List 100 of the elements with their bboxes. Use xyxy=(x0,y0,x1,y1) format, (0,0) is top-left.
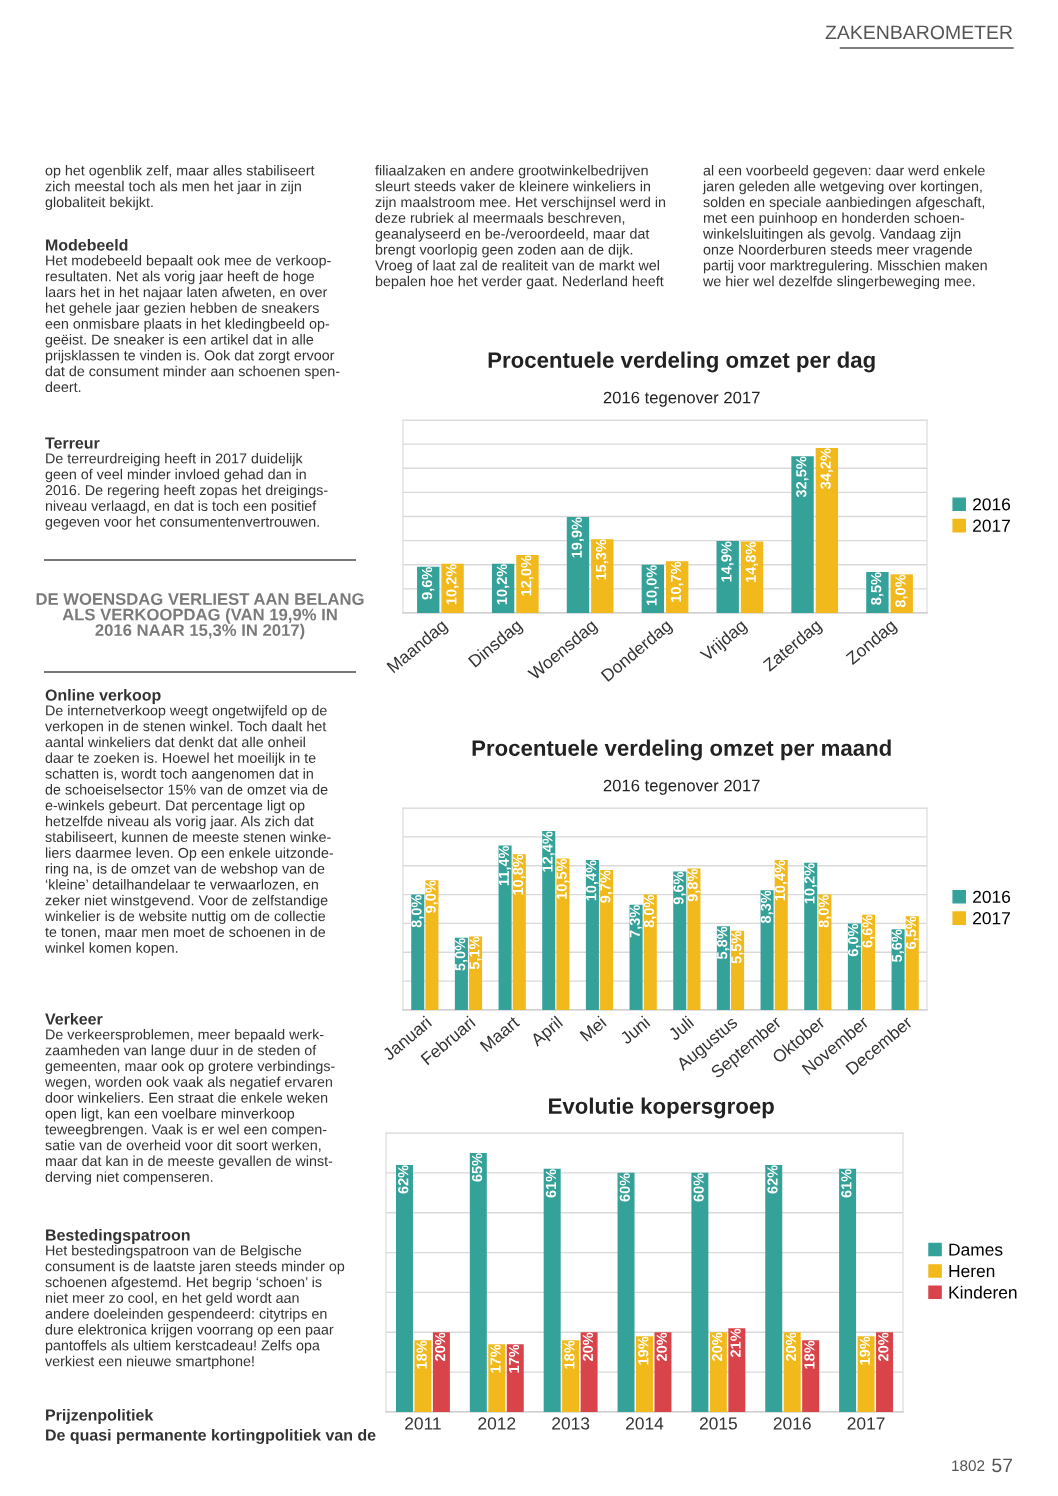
x-tick-label: 2014 xyxy=(626,1417,664,1430)
bar xyxy=(556,858,570,1010)
text: Online verkoop xyxy=(45,689,161,704)
bar xyxy=(839,1168,857,1412)
data-label: 20% xyxy=(711,1332,723,1361)
data-label: 7,3% xyxy=(629,905,643,938)
bar xyxy=(774,859,788,1010)
text: De internetverkoop weegt ongetwijfeld op de verkopen in de stenen winkel. Toch daalt het aantal winkeliers dat denkt dat alle onheil daar te zoeken is. Hoewel het moeilijk in te schatten is, wordt toch aangenomen dat in de schoeiselsector 15% van de omzet via de e-winkels gebeurt. Dat percentage ligt op hetzelfde niveau als vorig jaar. Als zich dat stabiliseert, kunnen de meeste stenen winke- liers daarmee leven. Op een enkele uitzonde- ring na, is de omzet van de webshop van de ‘kleine’ detailhandelaar te verwaarlozen, en zeker niet winstgevend. Voor de zelfstandige winkelier is de website nuttig om de collectie te tonen, maar men moet de schoenen in de winkel komen kopen. xyxy=(44,705,334,956)
data-label: 10,2% xyxy=(446,564,459,605)
data-label: 10,8% xyxy=(512,854,526,895)
data-label: 9,8% xyxy=(687,868,700,902)
legend-label: 2016 xyxy=(973,498,1011,511)
data-label: 20% xyxy=(785,1332,797,1361)
text: filiaalzaken en andere grootwinkelbedrijven sleurt steeds vaker de kleinere winkeliers in zijn maalstroom mee. Het verschijnsel werd in deze rubriek al meermaals beschreven, geanalyseerd en be-/veroordeeld, maar dat brengt voorlopig geen zoden aan de dijk. Vroeg of laat zal de realiteit van de markt wel bepalen hoe het verder gaat. Nederland heeft xyxy=(375,165,666,290)
bar xyxy=(783,1332,801,1412)
bar xyxy=(469,1152,487,1412)
text: Het bestedingspatroon van de Belgische consument is de laatste jaren steeds minder op schoenen afgestemd. Het begrip ‘schoen’ is niet meer zo cool, en het geld wordt aan andere doeleinden gespendeerd: citytrips en dure elektronica krijgen voorrang op een paar pantoffels als ultiem kerstcadeau! Zelfs opa verkiest een nieuwe smartphone! xyxy=(45,1245,345,1370)
bar xyxy=(617,1172,635,1412)
text: De quasi permanente kortingpolitiek van de xyxy=(46,1429,376,1444)
data-label: 15,3% xyxy=(595,539,609,580)
data-label: 18% xyxy=(416,1340,427,1369)
legend-label: 2016 xyxy=(973,890,1011,903)
bar xyxy=(425,880,439,1010)
data-label: 18% xyxy=(564,1340,575,1369)
bar xyxy=(488,1344,506,1412)
data-label: 19% xyxy=(638,1336,649,1365)
data-label: 61% xyxy=(545,1169,557,1198)
text: Het modebeeld bepaalt ook mee de verkoop- resultaten. Net als vorig jaar heeft de hoge laars het in het najaar laten afweten, en over het gehele jaar gezien hebben de sneakers een onmisbare plaats in het kledingbeeld op- geëist. De sneaker is een artikel dat in alle prijsklassen te vinden is. Ook dat zorgt ervoor dat de consument minder aan schoenen spen- deert. xyxy=(45,255,340,393)
data-label: 21% xyxy=(730,1328,741,1357)
data-label: 8,0% xyxy=(411,894,424,928)
data-label: 5,8% xyxy=(716,926,730,960)
data-label: 5,1% xyxy=(469,936,482,970)
text: Verkeer xyxy=(45,1013,103,1025)
data-label: 6,6% xyxy=(862,915,875,948)
data-label: 8,5% xyxy=(870,572,884,605)
data-label: 5,0% xyxy=(454,938,468,971)
data-label: 19,9% xyxy=(571,517,585,558)
bar xyxy=(543,1168,561,1412)
bar xyxy=(691,1172,709,1412)
x-tick-label: 2015 xyxy=(699,1417,737,1430)
data-label: 6,0% xyxy=(847,923,861,957)
bar xyxy=(566,516,590,613)
bar xyxy=(654,1332,672,1412)
text: De terreurdreiging heeft in 2017 duidelijk geen of veel minder invloed gehad dan in 2016. De regering heeft zopas het dreigings- niveau verlaagd, en dat is toch een positief gegeven voor het consumentenvertrouwen. xyxy=(45,453,328,530)
chart-title: Evolutie kopersgroep xyxy=(549,1097,774,1119)
text: DE WOENSDAG VERLIEST AAN BELANG ALS VERKOOPDAG (VAN 19,9% IN 2016 NAAR 15,3% IN 2017) xyxy=(36,593,364,640)
data-label: 10,2% xyxy=(804,863,817,904)
data-label: 8,3% xyxy=(760,890,774,924)
data-label: 10,0% xyxy=(646,565,659,606)
bar xyxy=(636,1336,653,1412)
data-label: 11,4% xyxy=(498,845,512,886)
bar xyxy=(791,456,814,613)
bar xyxy=(562,1340,580,1412)
chart-subtitle: 2016 tegenover 2017 xyxy=(603,391,760,407)
chart-title: Procentuele verdeling omzet per maand xyxy=(472,739,891,761)
text: Modebeeld xyxy=(46,239,128,251)
x-tick-label: 2012 xyxy=(478,1417,516,1430)
data-label: 60% xyxy=(619,1173,630,1202)
bar xyxy=(629,904,643,1010)
bar xyxy=(512,854,526,1010)
data-label: 18% xyxy=(804,1340,815,1369)
data-label: 14,8% xyxy=(745,541,759,583)
x-tick-label: Juni xyxy=(618,1015,651,1045)
bar xyxy=(506,1344,524,1412)
data-label: 9,7% xyxy=(600,870,613,903)
data-label: 20% xyxy=(656,1332,667,1361)
text: Terreur xyxy=(45,437,100,449)
text: 57 xyxy=(992,1458,1013,1473)
x-tick-label: 2017 xyxy=(847,1417,885,1430)
bar xyxy=(687,868,701,1010)
data-label: 5,5% xyxy=(731,931,744,964)
bar xyxy=(542,831,556,1010)
chart-subtitle: 2016 tegenover 2017 xyxy=(603,779,760,795)
x-tick-label: 2011 xyxy=(405,1417,441,1430)
bar xyxy=(765,1164,783,1412)
data-label: 20% xyxy=(878,1332,889,1361)
data-label: 32,5% xyxy=(796,456,809,498)
text: Prijzenpolitiek xyxy=(46,1409,154,1424)
bar xyxy=(673,871,687,1010)
bar xyxy=(585,859,599,1010)
data-label: 8,0% xyxy=(895,574,908,608)
data-label: 17% xyxy=(490,1344,501,1373)
data-label: 62% xyxy=(767,1165,778,1194)
legend-label: Dames xyxy=(949,1243,1003,1256)
data-label: 20% xyxy=(582,1332,594,1361)
bar xyxy=(815,447,839,613)
bar xyxy=(432,1332,450,1412)
data-label: 10,4% xyxy=(585,860,599,901)
bar xyxy=(857,1336,875,1412)
text: De verkeersproblemen, meer bepaald werk- zaamheden van lange duur in de steden of gemeenten, maar ook op grotere verbindings- wegen, worden ook vaak als negatief ervaren door winkeliers. Een straat die enkele weken open ligt, kan een voelbare minverkoop teweegbrengen. Vaak is er wel een compen- satie van de overheid voor dit soort werken, maar dat kan in de meeste gevallen de winst- derving niet compenseren. xyxy=(44,1029,335,1185)
data-label: 5,6% xyxy=(891,929,905,962)
bar xyxy=(516,555,539,613)
bar xyxy=(709,1332,727,1412)
x-tick-label: 2016 xyxy=(773,1417,811,1430)
data-label: 60% xyxy=(693,1173,704,1202)
bar xyxy=(876,1332,894,1412)
data-label: 62% xyxy=(398,1165,409,1194)
text: ZAKENBAROMETER xyxy=(825,25,1013,40)
bar xyxy=(414,1340,432,1412)
data-label: 65% xyxy=(471,1153,483,1182)
